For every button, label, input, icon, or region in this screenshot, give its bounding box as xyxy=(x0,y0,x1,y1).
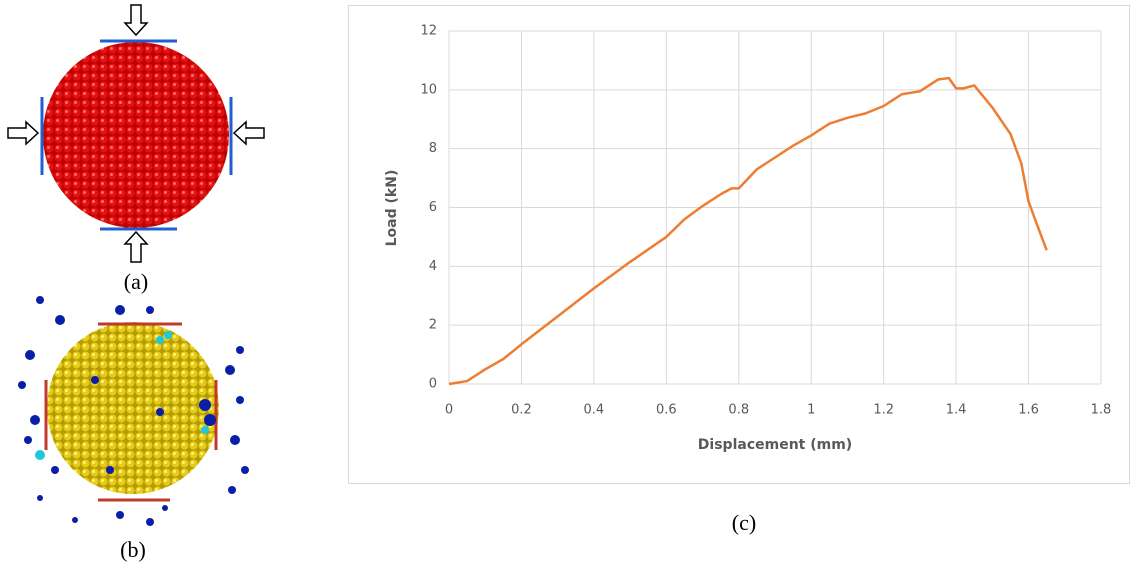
y-tick-label: 12 xyxy=(420,24,437,39)
x-tick-label: 0.6 xyxy=(656,403,677,418)
y-tick-label: 8 xyxy=(429,141,437,156)
y-tick-label: 10 xyxy=(420,82,437,97)
x-tick-label: 0.2 xyxy=(511,403,532,418)
y-tick-label: 0 xyxy=(429,377,437,392)
x-tick-label: 0 xyxy=(445,403,453,418)
x-tick-label: 0.8 xyxy=(728,403,749,418)
x-tick-label: 1.6 xyxy=(1018,403,1039,418)
panel-a-image xyxy=(7,4,265,263)
panel-label: (c) xyxy=(732,510,756,535)
panel-label: (b) xyxy=(120,537,146,562)
x-axis-title: Displacement (mm) xyxy=(698,437,852,453)
y-tick-label: 6 xyxy=(429,200,437,215)
x-tick-label: 1.4 xyxy=(946,403,967,418)
x-tick-label: 1 xyxy=(807,403,815,418)
x-tick-label: 1.2 xyxy=(873,403,894,418)
y-tick-label: 2 xyxy=(429,318,437,333)
line-series xyxy=(448,76,1048,386)
y-axis-title: Load (kN) xyxy=(384,170,400,247)
y-tick-label: 4 xyxy=(429,259,437,274)
x-tick-label: 1.8 xyxy=(1091,403,1112,418)
panel-b-image xyxy=(18,296,249,526)
panel-label: (a) xyxy=(124,269,148,294)
x-tick-label: 0.4 xyxy=(584,403,605,418)
